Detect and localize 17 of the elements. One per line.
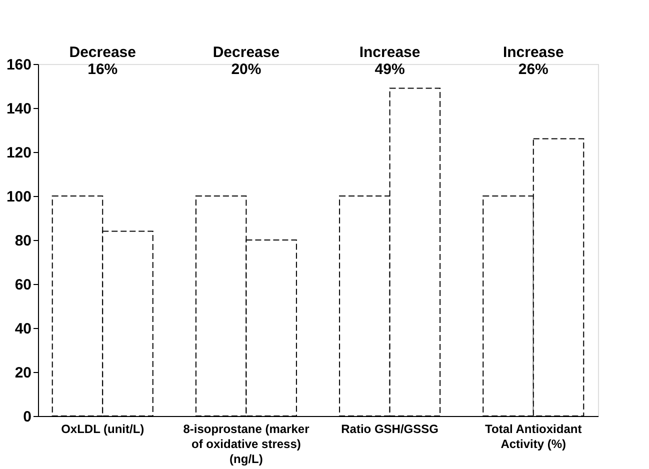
y-tick-label: 40 — [14, 320, 32, 338]
y-tick-label: 20 — [14, 364, 32, 382]
x-tick-label: OxLDL (unit/L) — [61, 422, 144, 436]
y-tick-label: 60 — [14, 276, 32, 294]
y-tick-label: 80 — [14, 232, 32, 250]
y-tick-label: 160 — [6, 56, 32, 74]
annotation: Decrease 20% — [212, 44, 280, 78]
annotation: Increase 49% — [359, 44, 420, 78]
y-tick-label: 0 — [23, 408, 32, 426]
x-tick-label: 8-isoprostane (marker of oxidative stress) (ng/L) — [183, 422, 310, 466]
x-tick-label: Ratio GSH/GSSG — [341, 422, 438, 436]
annotation: Decrease 16% — [69, 44, 136, 78]
x-tick-label: Total Antioxidant Activity (%) — [485, 422, 582, 451]
annotation: Increase 26% — [502, 44, 564, 78]
y-tick-label: 100 — [6, 188, 32, 206]
y-tick-label: 120 — [6, 144, 32, 162]
y-tick-label: 140 — [6, 100, 32, 118]
